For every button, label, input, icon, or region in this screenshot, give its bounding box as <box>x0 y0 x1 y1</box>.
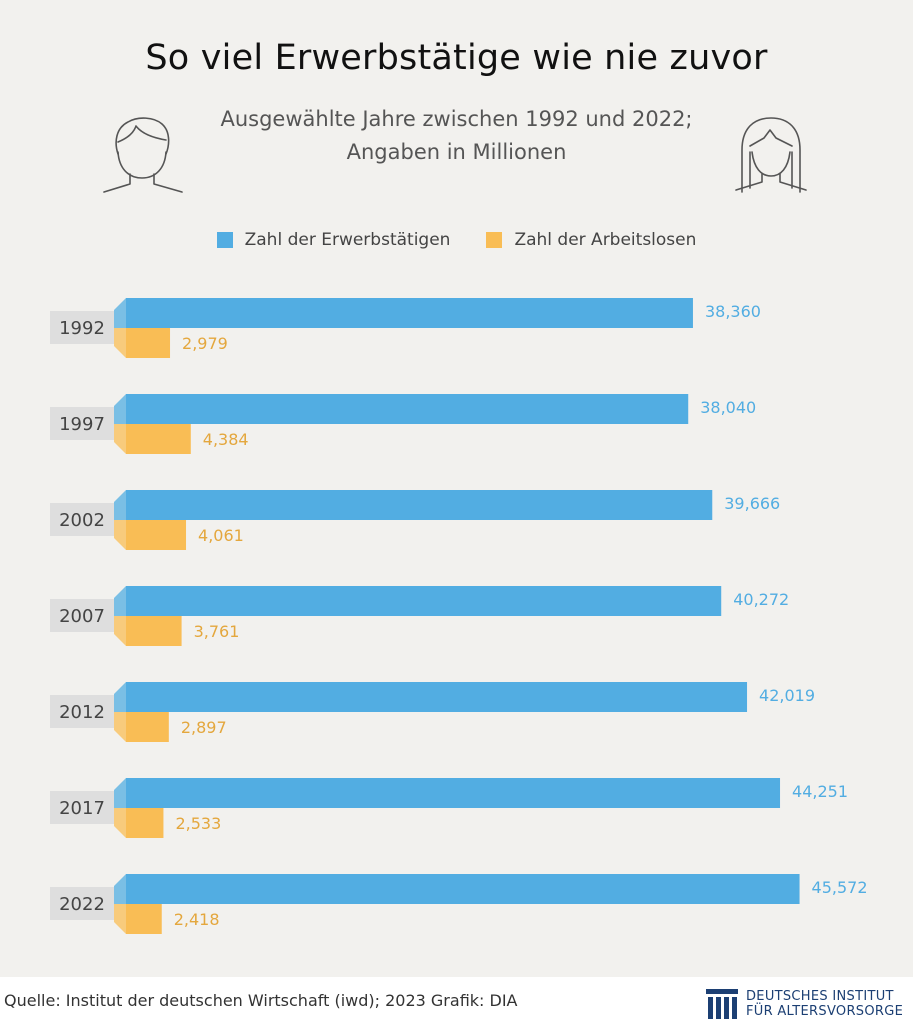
bar-unemployed <box>126 328 171 358</box>
value-label-employed: 42,019 <box>759 686 815 705</box>
bar-side-employed <box>114 586 126 616</box>
value-label-unemployed: 2,979 <box>182 334 228 353</box>
value-label-employed: 39,666 <box>724 494 780 513</box>
year-label: 1992 <box>59 318 105 339</box>
subtitle-line-2: Angaben in Millionen <box>346 140 567 164</box>
bar-unemployed <box>126 904 162 934</box>
logo-line-2: FÜR ALTERSVORSORGE <box>746 1004 904 1019</box>
bar-side-employed <box>114 490 126 520</box>
year-label: 2017 <box>59 798 105 819</box>
year-box <box>50 407 114 440</box>
bar-side-employed <box>114 682 126 712</box>
bar-employed <box>126 298 693 328</box>
bar-employed <box>126 586 722 616</box>
value-label-unemployed: 3,761 <box>194 622 240 641</box>
bar-unemployed <box>126 424 191 454</box>
bar-employed <box>126 490 713 520</box>
bar-employed <box>126 682 748 712</box>
legend-swatch-employed <box>216 232 233 248</box>
legend-item-unemployed: Zahl der Arbeitslosen <box>486 230 696 250</box>
bar-chart: 1992 38,360 2,979 1997 38,040 4,384 2002 39,666… <box>50 298 868 934</box>
chart-legend: Zahl der Erwerbstätigen Zahl der Arbeits… <box>0 230 913 250</box>
bar-employed <box>126 394 689 424</box>
value-label-unemployed: 2,418 <box>174 910 220 929</box>
bar-unemployed <box>126 616 182 646</box>
chart-title: So viel Erwerbstätige wie nie zuvor <box>145 38 768 78</box>
bar-side-employed <box>114 298 126 328</box>
institute-logo-icon <box>706 989 738 1019</box>
year-label: 1997 <box>59 414 105 435</box>
logo-line-1: DEUTSCHES INSTITUT <box>746 989 894 1004</box>
bar-side-unemployed <box>114 904 126 934</box>
year-box <box>50 695 114 728</box>
bar-side-unemployed <box>114 520 126 550</box>
man-face-icon <box>103 117 183 193</box>
value-label-employed: 38,360 <box>705 302 761 321</box>
value-label-employed: 44,251 <box>792 782 848 801</box>
value-label-unemployed: 4,384 <box>203 430 249 449</box>
year-box <box>50 503 114 536</box>
logo-text: DEUTSCHES INSTITUT FÜR ALTERSVORSORGE <box>746 989 903 1019</box>
year-box <box>50 311 114 344</box>
year-box <box>50 887 114 920</box>
bar-side-unemployed <box>114 424 126 454</box>
bar-side-employed <box>114 394 126 424</box>
legend-label-unemployed: Zahl der Arbeitslosen <box>514 230 697 250</box>
year-box <box>50 599 114 632</box>
legend-swatch-unemployed <box>486 232 503 248</box>
bar-side-unemployed <box>114 808 126 838</box>
bar-side-employed <box>114 778 126 808</box>
value-label-employed: 40,272 <box>733 590 789 609</box>
footer: Quelle: Institut der deutschen Wirtschaf… <box>0 977 913 1024</box>
bar-unemployed <box>126 712 169 742</box>
value-label-unemployed: 2,897 <box>181 718 227 737</box>
source-text: Quelle: Institut der deutschen Wirtschaf… <box>4 991 518 1010</box>
institute-logo: DEUTSCHES INSTITUT FÜR ALTERSVORSORGE <box>706 989 903 1019</box>
value-label-unemployed: 4,061 <box>198 526 244 545</box>
value-label-employed: 38,040 <box>700 398 756 417</box>
value-label-employed: 45,572 <box>812 878 868 897</box>
bar-unemployed <box>126 808 164 838</box>
subtitle-line-1: Ausgewählte Jahre zwischen 1992 und 2022… <box>220 107 693 131</box>
year-box <box>50 791 114 824</box>
bar-side-employed <box>114 874 126 904</box>
bar-side-unemployed <box>114 616 126 646</box>
bar-side-unemployed <box>114 712 126 742</box>
year-label: 2022 <box>59 894 105 915</box>
year-label: 2012 <box>59 702 105 723</box>
bar-unemployed <box>126 520 187 550</box>
legend-label-employed: Zahl der Erwerbstätigen <box>244 230 451 250</box>
chart-subtitle: Ausgewählte Jahre zwischen 1992 und 2022… <box>190 103 723 169</box>
woman-face-icon <box>735 117 807 193</box>
year-label: 2002 <box>59 510 105 531</box>
legend-item-employed: Zahl der Erwerbstätigen <box>216 230 451 250</box>
value-label-unemployed: 2,533 <box>175 814 221 833</box>
year-label: 2007 <box>59 606 105 627</box>
bar-employed <box>126 874 800 904</box>
bar-employed <box>126 778 781 808</box>
bar-side-unemployed <box>114 328 126 358</box>
